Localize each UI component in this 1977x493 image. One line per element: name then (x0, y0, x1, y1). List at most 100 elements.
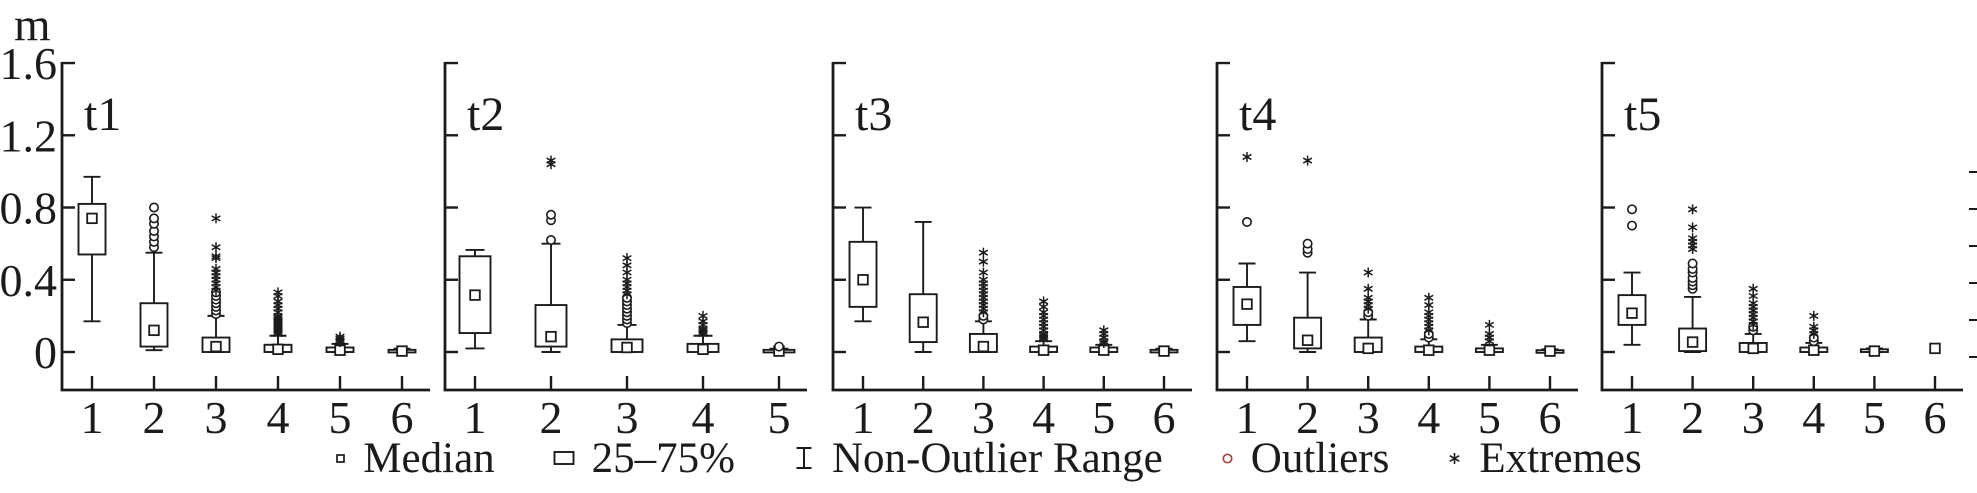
extreme-point-icon (1363, 267, 1373, 278)
box-plot (458, 249, 492, 350)
iqr-box (458, 255, 492, 334)
line (698, 312, 708, 320)
x-tick-label: 2 (143, 392, 166, 443)
line (978, 258, 989, 265)
box-plot (610, 253, 644, 354)
box-plot (1678, 204, 1708, 353)
median-point-icon (1241, 298, 1253, 310)
line (1099, 327, 1109, 334)
panel-t2: 1 2 3 4 5 t2 (443, 61, 807, 443)
extreme-point-icon (211, 263, 221, 274)
x-tick-label: 2 (912, 392, 935, 443)
y-tick-label: 1.6 (0, 38, 57, 89)
line (1809, 312, 1819, 320)
x-tick-label: 3 (616, 392, 639, 443)
box-plot (263, 287, 293, 355)
outlier-point-icon (1627, 204, 1638, 215)
box-plot (1929, 342, 1941, 355)
box-plot (1414, 292, 1444, 356)
panel-label: t5 (1624, 88, 1661, 141)
x-tick-label: 1 (1236, 392, 1259, 443)
line (1424, 294, 1434, 301)
x-tick-label: 1 (81, 392, 104, 443)
line (1038, 298, 1049, 305)
box-plot (1353, 267, 1383, 355)
panel-label: t1 (84, 88, 121, 141)
line (1038, 303, 1049, 311)
extreme-point-icon (1099, 325, 1109, 336)
box-plot (1029, 296, 1059, 356)
median-point-icon (917, 316, 929, 328)
median-point-icon (1626, 307, 1638, 319)
extreme-point-icon (546, 155, 556, 166)
outlier-point-icon (545, 209, 556, 220)
box-plot (1617, 204, 1647, 346)
panel-label: t2 (467, 88, 504, 141)
outlier-point-icon (1302, 238, 1313, 249)
box-plot (325, 331, 355, 356)
median-point-icon (977, 340, 990, 353)
panel-t5: 1 2 3 4 5 6 t5 (1600, 61, 1963, 443)
line (273, 298, 283, 305)
x-tick-label: 6 (1153, 392, 1176, 443)
outlier-point-icon (149, 213, 160, 224)
extreme-point-icon (211, 242, 221, 253)
x-tick-label: 1 (464, 392, 487, 443)
outlier-point-icon (149, 202, 160, 213)
x-tick-label: 4 (267, 392, 290, 443)
extreme-point-icon (1424, 292, 1434, 303)
box-plot (1474, 319, 1504, 356)
legend-item-box: 25–75% (553, 437, 735, 480)
x-tick-label: 5 (329, 392, 352, 443)
x-tick-label: 1 (1621, 392, 1644, 443)
line (1484, 321, 1495, 329)
line (273, 289, 283, 296)
box-marker-icon (553, 450, 575, 466)
line (1809, 323, 1819, 330)
legend-label-whisker: Non-Outlier Range (831, 434, 1163, 482)
median-point-icon (1544, 345, 1556, 357)
line (978, 276, 989, 283)
x-tick-label: 5 (1478, 392, 1501, 443)
x-tick-label: 3 (205, 392, 228, 443)
extreme-point-icon (1363, 283, 1373, 294)
panel-t3: 1 2 3 4 5 6 t3 (831, 61, 1192, 443)
y-tick-label: 1.2 (0, 110, 57, 161)
x-tick-label: 4 (692, 392, 715, 443)
median-point-icon (469, 289, 481, 301)
median-point-icon (210, 340, 222, 353)
panel-t4: 1 2 3 4 5 6 t4 (1215, 61, 1578, 443)
x-tick-label: 5 (1092, 392, 1115, 443)
box-plot (1535, 345, 1565, 357)
line (622, 269, 632, 276)
line (622, 276, 632, 283)
median-point-icon (1158, 345, 1170, 357)
x-tick-label: 3 (1742, 392, 1765, 443)
median-point-icon (1301, 334, 1314, 346)
line (1687, 206, 1698, 213)
line (1748, 292, 1758, 300)
extreme-point-icon (1809, 310, 1819, 321)
extreme-point-icon (211, 213, 221, 224)
x-tick-label: 4 (1032, 392, 1055, 443)
extreme-point-icon (978, 247, 989, 258)
line (698, 318, 708, 325)
median-point-icon (1868, 345, 1881, 357)
line (546, 157, 556, 164)
extreme-point-icon (1242, 151, 1252, 162)
x-tick-label: 6 (1539, 392, 1562, 443)
median-point-icon (697, 343, 709, 355)
line (211, 265, 221, 273)
box-plot (77, 175, 107, 323)
extreme-point-icon (698, 310, 708, 321)
extreme-point-icon (1302, 155, 1313, 166)
median-point-icon (857, 274, 869, 286)
line (1748, 300, 1758, 307)
median-point-icon (1483, 344, 1496, 356)
extreme-point-icon (211, 251, 221, 262)
extreme-point-icon (978, 267, 989, 278)
x-tick-label: 3 (972, 392, 995, 443)
median-point-icon (545, 330, 557, 343)
line (1687, 224, 1698, 231)
